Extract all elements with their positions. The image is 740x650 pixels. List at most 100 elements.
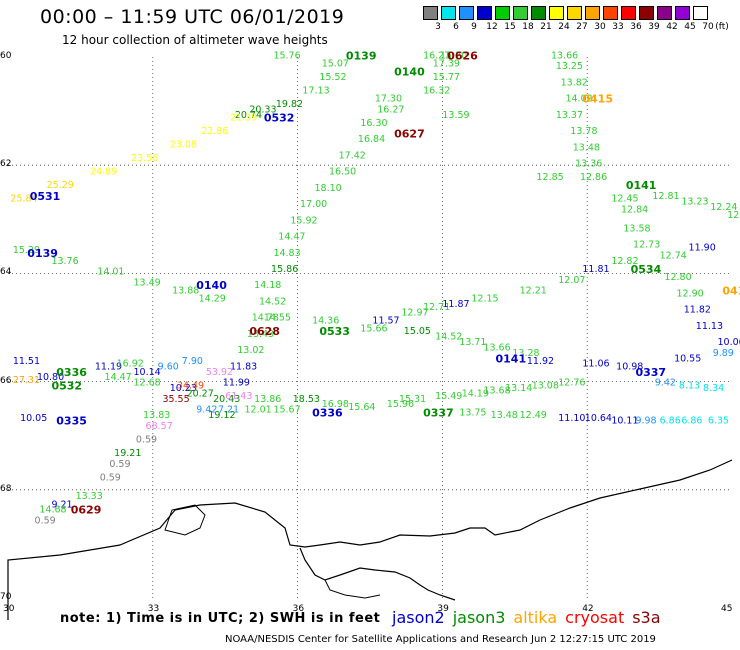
pass-time: 0141 — [495, 352, 526, 365]
swh-value: 13.68 — [483, 386, 510, 397]
swh-value: 7.21 — [218, 405, 239, 416]
longitude-label: 45 — [721, 604, 733, 614]
scale-label: 12 — [486, 22, 498, 32]
pass-time: 0533 — [319, 325, 350, 338]
swh-value: 12.73 — [633, 240, 660, 251]
coastline — [7, 459, 733, 620]
swh-value: 20.27 — [187, 388, 214, 399]
swh-value: 0.59 — [35, 516, 56, 527]
latitude-label: 70 — [0, 592, 12, 602]
swh-value: 12.85 — [537, 172, 564, 183]
swh-value: 13.28 — [512, 348, 539, 359]
satellite-jason2: jason2 — [392, 608, 445, 627]
swh-value: 13.66 — [483, 342, 510, 353]
scale-label: 3 — [435, 22, 441, 32]
swh-value: 20.74 — [235, 110, 262, 121]
pass-time: 0141 — [626, 179, 657, 192]
swh-value: 11.81 — [582, 264, 609, 275]
swh-value: 7.90 — [182, 356, 203, 367]
swh-value: 12.86 — [580, 172, 607, 183]
swh-value: 9.42 — [196, 405, 217, 416]
pass-time: 0532 — [51, 379, 82, 392]
swh-value: 14.29 — [199, 294, 226, 305]
swh-value: 14.52 — [435, 332, 462, 343]
swh-value: 6.86 — [660, 415, 681, 426]
swh-value: 15.49 — [435, 391, 462, 402]
swh-value: 12.76 — [558, 378, 585, 389]
swh-value: 13.88 — [172, 286, 199, 297]
swh-value: 16.98 — [322, 399, 349, 410]
coastline-peninsula — [164, 504, 206, 536]
scale-swatch — [549, 6, 564, 20]
swh-value: 13.49 — [133, 278, 160, 289]
swh-value: 12.71 — [423, 302, 450, 313]
latitude-label: 60 — [0, 51, 12, 61]
scale-label: 42 — [666, 22, 678, 32]
swh-value: 13.37 — [556, 110, 583, 121]
swh-value: 18.10 — [314, 183, 341, 194]
pass-time: 0140 — [394, 66, 425, 79]
swh-value: 13.58 — [623, 223, 650, 234]
swh-value: 13.59 — [442, 110, 469, 121]
swh-value: 14.02 — [565, 94, 592, 105]
swh-value: 15.76 — [273, 50, 300, 61]
swh-value: 12.49 — [520, 410, 547, 421]
map-subtitle: 12 hour collection of altimeter wave hei… — [62, 33, 328, 47]
credit-line: NOAA/NESDIS Center for Satellite Applica… — [225, 634, 656, 645]
swh-value: 15.05 — [404, 326, 431, 337]
swh-value: 12.84 — [621, 204, 648, 215]
scale-swatch — [477, 6, 492, 20]
coastline-south — [299, 547, 456, 601]
latitude-label: 64 — [0, 267, 12, 278]
swh-value: 14.47 — [278, 232, 305, 243]
latitude-label: 68 — [0, 483, 12, 494]
swh-value: 10.64 — [585, 413, 612, 424]
scale-swatch — [423, 6, 438, 20]
swh-value: 13.25 — [556, 61, 583, 72]
swh-value: 16.32 — [423, 85, 450, 96]
pass-time: 041 — [722, 285, 740, 298]
swh-value: 19.82 — [276, 99, 303, 110]
swh-value: 10.06 — [718, 337, 740, 348]
pass-time: 0335 — [56, 414, 87, 427]
swh-value: 53.92 — [206, 367, 233, 378]
swh-value: 11.10 — [558, 413, 585, 424]
scale-swatch — [495, 6, 510, 20]
swh-value: 15.86 — [271, 264, 298, 275]
longitude-label: 36 — [292, 604, 305, 614]
swh-value: 11.06 — [582, 359, 609, 370]
swh-value: 13.33 — [76, 491, 103, 502]
scale-label: 70 — [702, 22, 714, 32]
swh-value: 13.48 — [573, 142, 600, 153]
swh-value: 12.01 — [245, 405, 272, 416]
swh-value: 6.86 — [681, 415, 702, 426]
swh-value: 12.97 — [401, 307, 428, 318]
map-title: 00:00 – 11:59 UTC 06/01/2019 — [40, 6, 345, 28]
swh-value: 11.92 — [527, 356, 554, 367]
swh-value: 12.80 — [664, 272, 691, 283]
swh-value: 15.92 — [290, 215, 317, 226]
swh-value: 13.82 — [561, 77, 588, 88]
latitude-label: 66 — [0, 375, 12, 386]
swh-value: 14.83 — [273, 248, 300, 259]
pass-time: 0337 — [635, 366, 666, 379]
swh-value: 14.01 — [97, 267, 124, 278]
scale-label: 27 — [576, 22, 588, 32]
swh-value: 25.29 — [47, 180, 74, 191]
swh-value: 8.13 — [679, 380, 700, 391]
satellite-legend: jason2 jason3 altika cryosat s3a — [392, 608, 669, 627]
swh-value: 18.53 — [293, 394, 320, 405]
pass-time: 0531 — [30, 190, 61, 203]
swh-value: 12.45 — [611, 194, 638, 205]
swh-value: 10.05 — [20, 413, 47, 424]
longitude-label: 30 — [3, 604, 15, 614]
swh-value: 15.07 — [322, 58, 349, 69]
scale-unit: (ft) — [715, 22, 729, 32]
swh-value: 12.74 — [660, 250, 687, 261]
longitude-label: 39 — [437, 604, 449, 614]
scale-swatch — [459, 6, 474, 20]
swh-value: 11.87 — [442, 299, 469, 310]
swh-value: 16.27 — [423, 50, 450, 61]
pass-time: 0628 — [249, 325, 280, 338]
